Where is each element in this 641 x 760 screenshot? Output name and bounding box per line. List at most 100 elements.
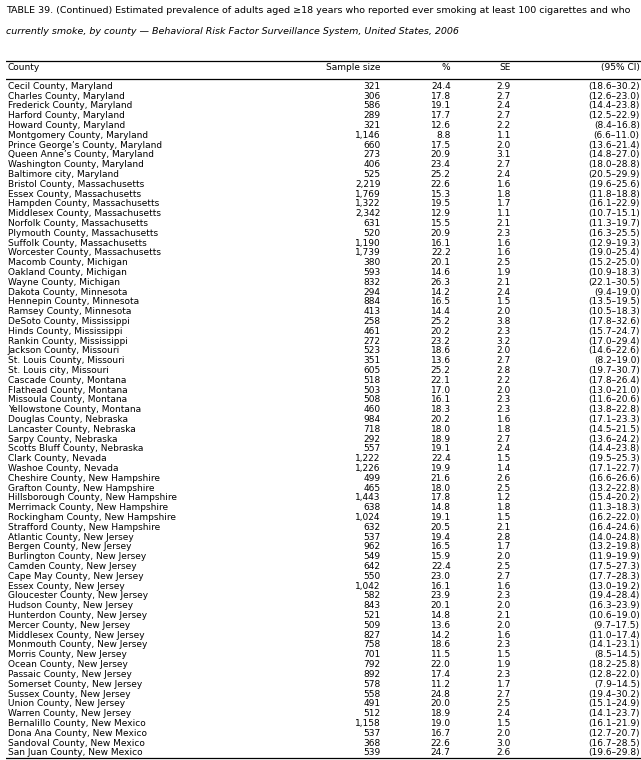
- Text: Howard County, Maryland: Howard County, Maryland: [8, 121, 125, 130]
- Text: (16.7–28.5): (16.7–28.5): [588, 739, 640, 748]
- Text: (20.5–29.9): (20.5–29.9): [588, 170, 640, 179]
- Text: 292: 292: [364, 435, 381, 444]
- Text: 19.5: 19.5: [431, 199, 451, 208]
- Text: 1.6: 1.6: [497, 581, 511, 591]
- Text: (17.1–22.7): (17.1–22.7): [588, 464, 640, 473]
- Text: 549: 549: [363, 553, 381, 562]
- Text: (19.5–25.3): (19.5–25.3): [588, 454, 640, 464]
- Text: Cecil County, Maryland: Cecil County, Maryland: [8, 82, 113, 90]
- Text: 17.8: 17.8: [431, 493, 451, 502]
- Text: 884: 884: [363, 297, 381, 306]
- Text: 1.5: 1.5: [497, 651, 511, 659]
- Text: 20.2: 20.2: [431, 415, 451, 424]
- Text: 14.4: 14.4: [431, 307, 451, 316]
- Text: DeSoto County, Mississippi: DeSoto County, Mississippi: [8, 317, 129, 326]
- Text: 16.1: 16.1: [431, 395, 451, 404]
- Text: 962: 962: [363, 543, 381, 552]
- Text: SE: SE: [499, 63, 511, 72]
- Text: Strafford County, New Hampshire: Strafford County, New Hampshire: [8, 523, 160, 532]
- Text: 631: 631: [363, 219, 381, 228]
- Text: 827: 827: [363, 631, 381, 640]
- Text: 8.8: 8.8: [437, 131, 451, 140]
- Text: (19.6–25.6): (19.6–25.6): [588, 180, 640, 188]
- Text: (12.6–23.0): (12.6–23.0): [588, 91, 640, 100]
- Text: (11.0–17.4): (11.0–17.4): [588, 631, 640, 640]
- Text: 18.6: 18.6: [431, 347, 451, 356]
- Text: Dakota County, Minnesota: Dakota County, Minnesota: [8, 287, 127, 296]
- Text: 19.4: 19.4: [431, 533, 451, 542]
- Text: 19.0: 19.0: [431, 719, 451, 728]
- Text: 1.6: 1.6: [497, 249, 511, 258]
- Text: Dona Ana County, New Mexico: Dona Ana County, New Mexico: [8, 729, 147, 738]
- Text: 1.6: 1.6: [497, 631, 511, 640]
- Text: (13.0–19.2): (13.0–19.2): [588, 581, 640, 591]
- Text: 2.6: 2.6: [497, 473, 511, 483]
- Text: 2.3: 2.3: [497, 405, 511, 414]
- Text: 24.8: 24.8: [431, 689, 451, 698]
- Text: 758: 758: [363, 641, 381, 650]
- Text: (19.4–30.2): (19.4–30.2): [588, 689, 640, 698]
- Text: Oakland County, Michigan: Oakland County, Michigan: [8, 268, 126, 277]
- Text: (13.0–21.0): (13.0–21.0): [588, 385, 640, 394]
- Text: 503: 503: [363, 385, 381, 394]
- Text: (6.6–11.0): (6.6–11.0): [594, 131, 640, 140]
- Text: Sarpy County, Nebraska: Sarpy County, Nebraska: [8, 435, 117, 444]
- Text: 2.4: 2.4: [497, 170, 511, 179]
- Text: Scotts Bluff County, Nebraska: Scotts Bluff County, Nebraska: [8, 445, 143, 454]
- Text: 1,226: 1,226: [355, 464, 381, 473]
- Text: Clark County, Nevada: Clark County, Nevada: [8, 454, 106, 464]
- Text: Baltimore city, Maryland: Baltimore city, Maryland: [8, 170, 119, 179]
- Text: 14.2: 14.2: [431, 287, 451, 296]
- Text: (14.4–23.8): (14.4–23.8): [588, 101, 640, 110]
- Text: Plymouth County, Massachusetts: Plymouth County, Massachusetts: [8, 229, 158, 238]
- Text: 3.2: 3.2: [497, 337, 511, 346]
- Text: (8.5–14.5): (8.5–14.5): [594, 651, 640, 659]
- Text: 1.5: 1.5: [497, 297, 511, 306]
- Text: Gloucester County, New Jersey: Gloucester County, New Jersey: [8, 591, 148, 600]
- Text: Mercer County, New Jersey: Mercer County, New Jersey: [8, 621, 130, 630]
- Text: 2.4: 2.4: [497, 287, 511, 296]
- Text: 2.1: 2.1: [497, 523, 511, 532]
- Text: 19.1: 19.1: [431, 445, 451, 454]
- Text: (13.6–21.4): (13.6–21.4): [588, 141, 640, 150]
- Text: 2.2: 2.2: [497, 375, 511, 385]
- Text: 2.0: 2.0: [497, 601, 511, 610]
- Text: Grafton County, New Hampshire: Grafton County, New Hampshire: [8, 483, 154, 492]
- Text: Washoe County, Nevada: Washoe County, Nevada: [8, 464, 118, 473]
- Text: 1.6: 1.6: [497, 239, 511, 248]
- Text: 25.2: 25.2: [431, 170, 451, 179]
- Text: (16.2–22.0): (16.2–22.0): [588, 513, 640, 522]
- Text: 550: 550: [363, 572, 381, 581]
- Text: 18.9: 18.9: [431, 709, 451, 718]
- Text: 24.7: 24.7: [431, 749, 451, 757]
- Text: 2.4: 2.4: [497, 709, 511, 718]
- Text: 25.2: 25.2: [431, 317, 451, 326]
- Text: (9.4–19.0): (9.4–19.0): [594, 287, 640, 296]
- Text: 984: 984: [363, 415, 381, 424]
- Text: 14.8: 14.8: [431, 611, 451, 620]
- Text: (17.8–26.4): (17.8–26.4): [588, 375, 640, 385]
- Text: 792: 792: [363, 660, 381, 669]
- Text: 2.3: 2.3: [497, 670, 511, 679]
- Text: 11.2: 11.2: [431, 679, 451, 689]
- Text: (13.2–19.8): (13.2–19.8): [588, 543, 640, 552]
- Text: 24.4: 24.4: [431, 82, 451, 90]
- Text: 17.7: 17.7: [431, 111, 451, 120]
- Text: 2.0: 2.0: [497, 307, 511, 316]
- Text: 465: 465: [363, 483, 381, 492]
- Text: 593: 593: [363, 268, 381, 277]
- Text: 23.4: 23.4: [431, 160, 451, 169]
- Text: Burlington County, New Jersey: Burlington County, New Jersey: [8, 553, 146, 562]
- Text: (22.1–30.5): (22.1–30.5): [588, 277, 640, 287]
- Text: 582: 582: [363, 591, 381, 600]
- Text: Hampden County, Massachusetts: Hampden County, Massachusetts: [8, 199, 159, 208]
- Text: 413: 413: [363, 307, 381, 316]
- Text: 660: 660: [363, 141, 381, 150]
- Text: (19.6–29.8): (19.6–29.8): [588, 749, 640, 757]
- Text: 294: 294: [364, 287, 381, 296]
- Text: Sample size: Sample size: [326, 63, 381, 72]
- Text: 1,146: 1,146: [355, 131, 381, 140]
- Text: 16.5: 16.5: [431, 297, 451, 306]
- Text: 1,190: 1,190: [355, 239, 381, 248]
- Text: Montgomery County, Maryland: Montgomery County, Maryland: [8, 131, 148, 140]
